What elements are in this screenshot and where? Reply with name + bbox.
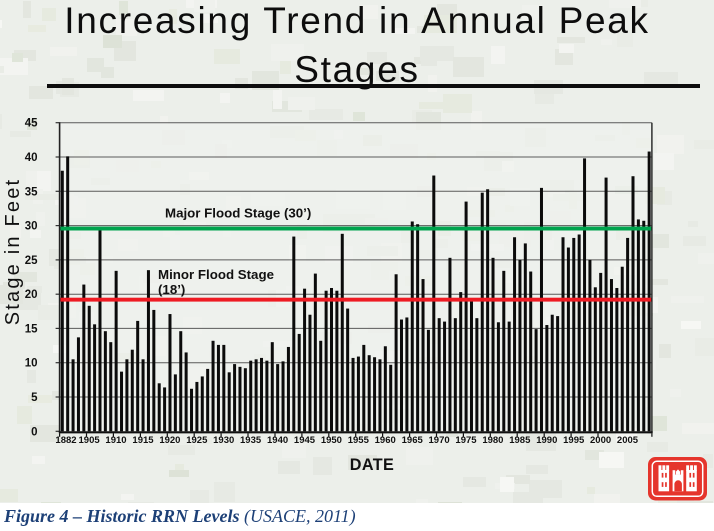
- svg-text:2000: 2000: [590, 435, 611, 446]
- svg-text:Minor Flood Stage: Minor Flood Stage: [158, 267, 274, 282]
- svg-text:2005: 2005: [617, 435, 639, 446]
- svg-text:Stage in Feet: Stage in Feet: [2, 178, 24, 326]
- svg-text:DATE: DATE: [350, 456, 394, 474]
- svg-text:1970: 1970: [429, 435, 450, 446]
- svg-text:1882: 1882: [55, 435, 76, 446]
- svg-text:1945: 1945: [294, 435, 316, 446]
- svg-text:1905: 1905: [79, 435, 101, 446]
- svg-text:0: 0: [31, 426, 37, 438]
- svg-text:1915: 1915: [132, 435, 154, 446]
- svg-text:1935: 1935: [240, 435, 262, 446]
- svg-text:1955: 1955: [348, 435, 370, 446]
- svg-text:45: 45: [25, 118, 38, 130]
- svg-text:1920: 1920: [159, 435, 180, 446]
- svg-text:10: 10: [25, 358, 38, 370]
- svg-text:1965: 1965: [402, 435, 424, 446]
- svg-text:1990: 1990: [536, 435, 557, 446]
- svg-text:1985: 1985: [509, 435, 531, 446]
- svg-text:1925: 1925: [186, 435, 208, 446]
- svg-text:1930: 1930: [213, 435, 234, 446]
- svg-text:5: 5: [31, 392, 38, 404]
- svg-text:40: 40: [25, 152, 38, 164]
- svg-text:15: 15: [25, 323, 38, 335]
- svg-text:30: 30: [25, 221, 38, 233]
- svg-text:20: 20: [25, 289, 38, 301]
- svg-text:1975: 1975: [455, 435, 477, 446]
- svg-text:1940: 1940: [267, 435, 288, 446]
- svg-text:1960: 1960: [375, 435, 396, 446]
- svg-text:1995: 1995: [563, 435, 585, 446]
- svg-text:Major Flood Stage (30’): Major Flood Stage (30’): [165, 206, 311, 221]
- svg-text:(18’): (18’): [158, 282, 185, 297]
- svg-text:1980: 1980: [482, 435, 503, 446]
- svg-text:1910: 1910: [105, 435, 126, 446]
- svg-text:1950: 1950: [321, 435, 342, 446]
- svg-text:25: 25: [25, 255, 38, 267]
- svg-text:35: 35: [25, 186, 38, 198]
